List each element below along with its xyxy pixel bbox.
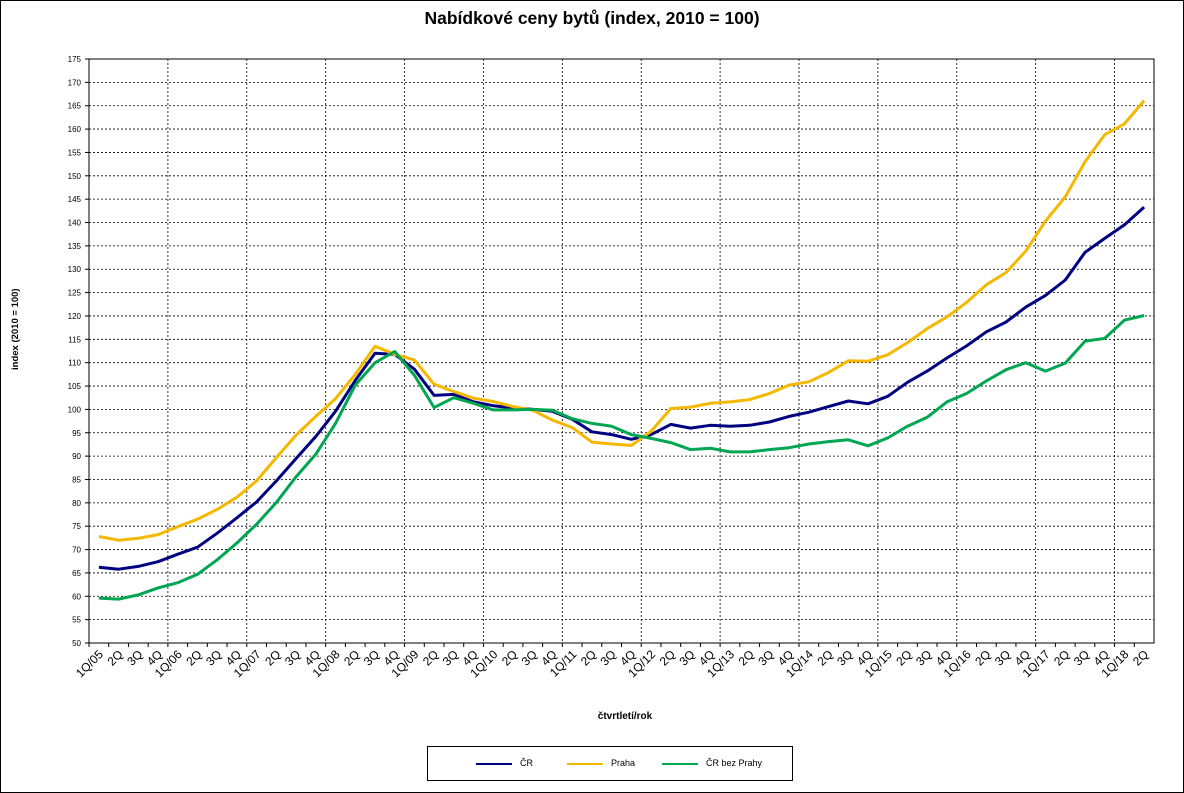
chart-title: Nabídkové ceny bytů (index, 2010 = 100): [424, 8, 760, 28]
y-tick-label: 60: [72, 592, 81, 601]
y-tick-label: 100: [68, 405, 82, 414]
y-tick-label: 90: [72, 452, 81, 461]
x-tick-label: 2Q: [1051, 647, 1072, 668]
x-tick-label: 2Q: [420, 647, 441, 668]
x-tick-label: 3Q: [1071, 647, 1092, 668]
y-tick-label: 105: [68, 382, 82, 391]
y-tick-label: 50: [72, 639, 81, 648]
x-tick-label: 2Q: [972, 647, 993, 668]
x-tick-label: 3Q: [361, 647, 382, 668]
y-tick-label: 70: [72, 546, 81, 555]
y-tick-label: 55: [72, 616, 81, 625]
series-line-praha: [98, 99, 1146, 542]
y-tick-label: 175: [68, 55, 82, 64]
x-tick-label: 3Q: [203, 647, 224, 668]
x-tick-label: 3Q: [913, 647, 934, 668]
x-tick-label: 3Q: [676, 647, 697, 668]
x-tick-label: 2Q: [814, 647, 835, 668]
y-tick-label: 170: [68, 78, 82, 87]
x-tick-label: 2Q: [736, 647, 757, 668]
y-tick-label: 140: [68, 219, 82, 228]
x-tick-label: 2Q: [893, 647, 914, 668]
y-tick-label: 150: [68, 172, 82, 181]
x-tick-label: 3Q: [598, 647, 619, 668]
y-tick-label: 120: [68, 312, 82, 321]
y-tick-label: 110: [68, 359, 81, 368]
x-tick-label: 2Q: [183, 647, 204, 668]
x-tick-label: 2Q: [341, 647, 362, 668]
x-tick-label: 3Q: [834, 647, 855, 668]
legend-label-praha: Praha: [611, 758, 636, 768]
x-axis-title: čtvrtletí/rok: [597, 711, 653, 722]
x-tick-label: 3Q: [282, 647, 303, 668]
x-tick-label: 3Q: [124, 647, 145, 668]
y-tick-label: 145: [68, 195, 82, 204]
x-tick-label: 2Q: [578, 647, 599, 668]
y-tick-label: 75: [72, 522, 81, 531]
x-tick-label: 2Q: [657, 647, 678, 668]
x-tick-label: 3Q: [519, 647, 540, 668]
y-tick-label: 135: [68, 242, 82, 251]
legend: ČR Praha ČR bez Prahy: [427, 746, 793, 781]
legend-swatch-cr: [476, 763, 512, 765]
legend-label-cr: ČR: [520, 758, 533, 768]
y-tick-label: 85: [72, 475, 81, 484]
x-tick-label: 2Q: [499, 647, 520, 668]
y-tick-label: 125: [68, 289, 82, 298]
x-tick-label: 2Q: [262, 647, 283, 668]
x-tick-label: 3Q: [440, 647, 461, 668]
legend-swatch-cr-bez-prahy: [662, 763, 698, 765]
series-line-cr: [98, 205, 1146, 571]
y-tick-label: 160: [68, 125, 82, 134]
y-tick-label: 155: [68, 148, 82, 157]
series-line-cr-bez-prahy: [98, 314, 1145, 601]
x-tick-label: 3Q: [992, 647, 1013, 668]
x-tick-label: 1Q/05: [73, 647, 106, 680]
y-tick-label: 165: [68, 102, 82, 111]
x-tick-label: 2Q: [104, 647, 125, 668]
x-tick-label: 2Q: [1130, 647, 1151, 668]
y-tick-label: 115: [68, 335, 81, 344]
plot-border: [88, 58, 1155, 644]
legend-swatch-praha: [567, 763, 603, 765]
x-tick-label: 3Q: [755, 647, 776, 668]
y-tick-label: 95: [72, 429, 81, 438]
legend-label-cr-bez-prahy: ČR bez Prahy: [706, 758, 763, 768]
y-tick-label: 130: [68, 265, 82, 274]
y-tick-label: 65: [72, 569, 81, 578]
plot-area: [89, 59, 1154, 643]
y-tick-label: 80: [72, 499, 81, 508]
